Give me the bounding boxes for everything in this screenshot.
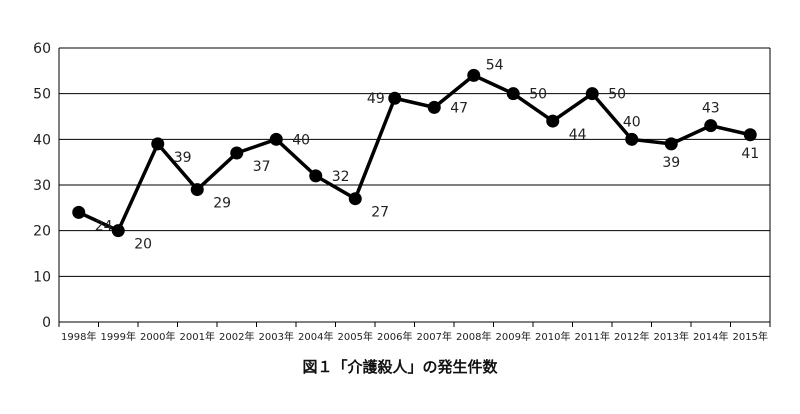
figure-caption: 図１「介護殺人」の発生件数	[302, 358, 498, 376]
data-label: 37	[253, 159, 271, 175]
grid-lines	[58, 47, 771, 323]
data-label: 24	[95, 218, 113, 234]
data-point	[388, 91, 402, 105]
data-point	[427, 100, 441, 114]
y-tick-label: 60	[33, 41, 51, 57]
x-axis-ticks: 1998年 1999年 2000年 2001年 2002年 2003年 2004年 2005年…	[58, 322, 771, 343]
x-tick-label: 2014年	[693, 330, 728, 343]
data-point	[269, 132, 283, 146]
y-tick-label: 50	[33, 87, 51, 103]
x-tick-label: 2010年	[535, 330, 570, 343]
x-tick-label: 1998年	[61, 330, 96, 343]
data-label: 49	[367, 91, 385, 107]
x-tick-label: 2006年	[377, 330, 412, 343]
x-tick-label: 2004年	[298, 330, 333, 343]
data-label: 40	[292, 132, 310, 148]
data-point	[309, 169, 323, 183]
data-label: 50	[608, 87, 626, 103]
data-point	[190, 183, 204, 197]
data-label: 39	[174, 150, 192, 166]
data-point	[72, 205, 86, 219]
data-label: 27	[371, 205, 389, 221]
data-label: 39	[662, 155, 680, 171]
data-label: 40	[623, 114, 641, 130]
data-label: 50	[529, 87, 547, 103]
data-point	[348, 192, 362, 206]
x-tick-label: 2007年	[417, 330, 452, 343]
data-point	[625, 132, 639, 146]
x-tick-label: 2008年	[456, 330, 491, 343]
data-label: 44	[569, 127, 587, 143]
data-point	[546, 114, 560, 128]
x-tick-label: 2015年	[733, 330, 768, 343]
data-label: 43	[702, 101, 720, 117]
x-tick-label: 2011年	[575, 330, 610, 343]
y-tick-label: 40	[33, 132, 51, 148]
y-tick-label: 30	[33, 178, 51, 194]
x-tick-label: 2000年	[140, 330, 175, 343]
data-point	[664, 137, 678, 151]
x-tick-label: 2002年	[219, 330, 254, 343]
x-tick-label: 2012年	[614, 330, 649, 343]
data-point	[111, 224, 125, 238]
data-point	[230, 146, 244, 160]
data-label: 47	[450, 100, 468, 116]
x-tick-label: 2005年	[338, 330, 373, 343]
x-tick-label: 1999年	[101, 330, 136, 343]
y-tick-label: 0	[42, 315, 51, 331]
x-tick-label: 2009年	[496, 330, 531, 343]
data-label: 41	[741, 146, 759, 162]
data-label: 20	[134, 237, 152, 253]
data-label: 32	[332, 169, 350, 185]
data-point	[743, 128, 757, 142]
y-axis-ticks: 0 10 20 30 40 50 60	[33, 41, 51, 331]
line-chart: 0 10 20 30 40 50 60 1998年 1999年 2000年 2001年 2002年 2…	[33, 41, 771, 343]
data-point	[506, 87, 520, 101]
data-point	[151, 137, 165, 151]
y-tick-label: 20	[33, 224, 51, 240]
data-point	[704, 119, 718, 133]
data-label: 54	[486, 57, 504, 73]
x-tick-label: 2001年	[180, 330, 215, 343]
series-line	[78, 73, 751, 233]
x-tick-label: 2013年	[654, 330, 689, 343]
series	[72, 68, 757, 238]
data-labels: 24 20 39 29 37 40 32 27 49 47 54 50 44 50 40 39 43 41	[95, 57, 759, 252]
data-point	[467, 68, 481, 82]
data-point	[585, 87, 599, 101]
x-tick-label: 2003年	[259, 330, 294, 343]
data-label: 29	[213, 196, 231, 212]
y-tick-label: 10	[33, 269, 51, 285]
